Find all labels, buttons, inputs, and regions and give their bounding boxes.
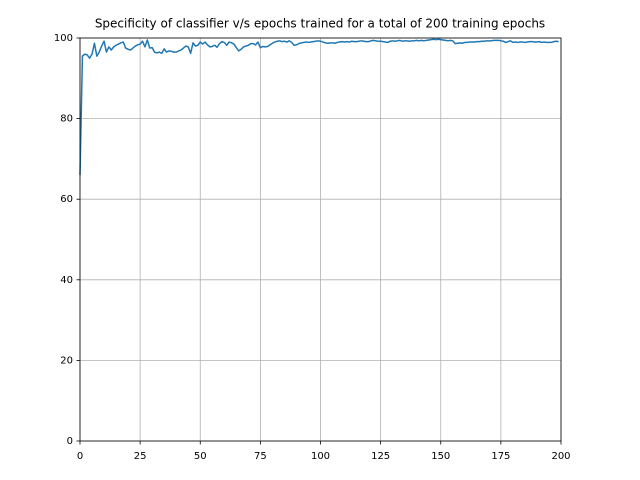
x-tick-label: 75 xyxy=(254,451,267,462)
x-tick-label: 50 xyxy=(194,451,207,462)
y-tick-label: 20 xyxy=(60,355,73,366)
x-tick-label: 175 xyxy=(491,451,510,462)
x-tick-label: 25 xyxy=(134,451,147,462)
x-tick-label: 200 xyxy=(551,451,570,462)
chart-title: Specificity of classifier v/s epochs tra… xyxy=(95,17,545,31)
y-tick-label: 40 xyxy=(60,275,73,286)
y-tick-label: 80 xyxy=(60,114,73,125)
y-tick-label: 60 xyxy=(60,194,73,205)
y-tick-label: 0 xyxy=(67,436,73,447)
x-tick-label: 125 xyxy=(371,451,390,462)
x-tick-label: 0 xyxy=(77,451,83,462)
data-line xyxy=(79,38,559,176)
y-tick-label: 100 xyxy=(54,33,73,44)
x-tick-label: 100 xyxy=(311,451,330,462)
plot-frame xyxy=(79,37,562,442)
x-tick-label: 150 xyxy=(431,451,450,462)
